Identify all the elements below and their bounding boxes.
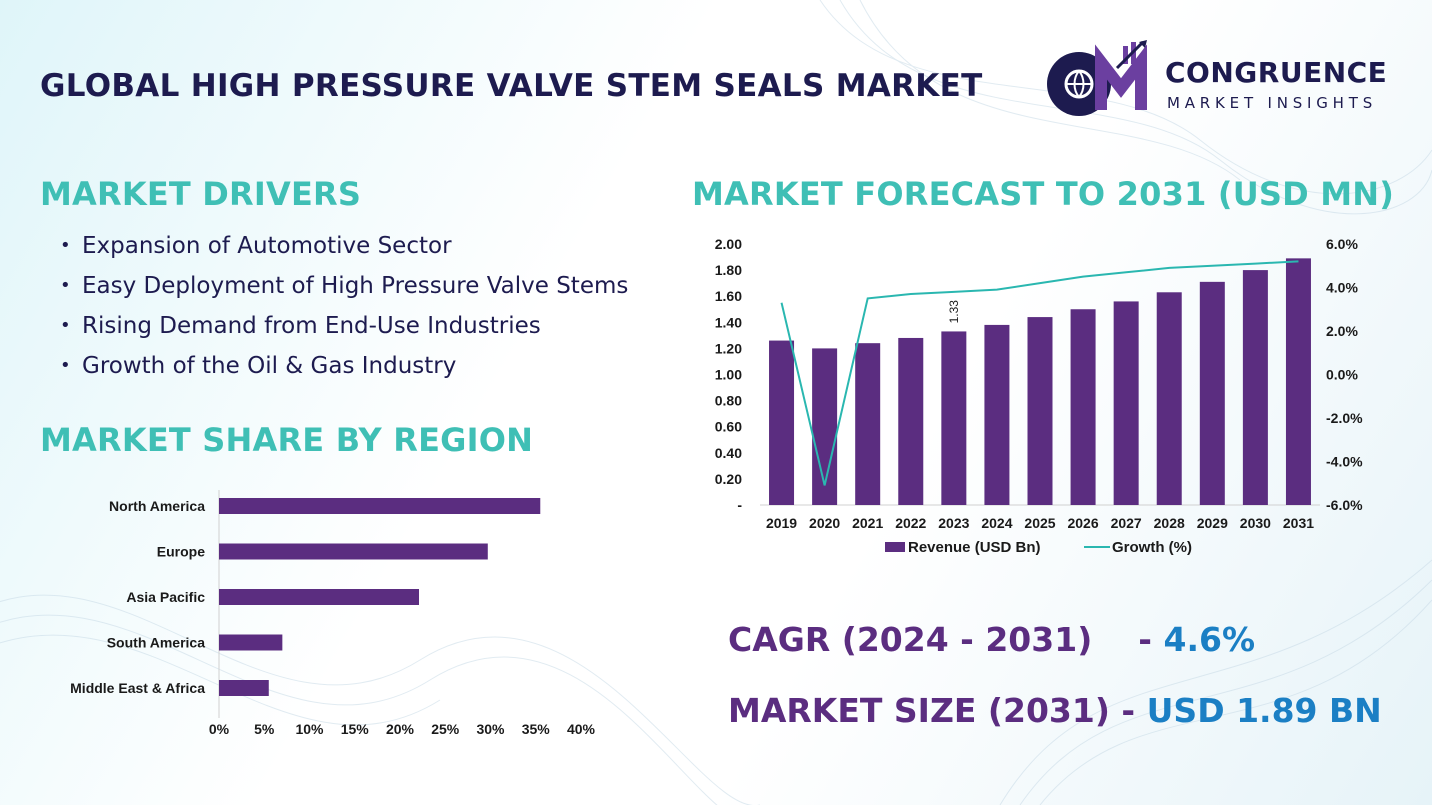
revenue-bar (1027, 317, 1053, 505)
x-tick-label: 2021 (852, 515, 883, 531)
y-tick-label: 0.20 (715, 471, 742, 487)
market-share-region-heading: MARKET SHARE BY REGION (40, 421, 534, 459)
x-tick-label: 10% (295, 721, 324, 737)
x-tick-label: 2027 (1111, 515, 1142, 531)
region-share-chart: North America Europe Asia Pacific South Ame… (70, 490, 596, 737)
y2-tick-label: -4.0% (1326, 454, 1363, 470)
x-tick-label: 15% (341, 721, 370, 737)
logo-tagline: MARKET INSIGHTS (1167, 94, 1378, 112)
driver-item: Rising Demand from End-Use Industries (60, 308, 628, 348)
x-tick-label: 2029 (1197, 515, 1228, 531)
x-tick-label: 40% (567, 721, 596, 737)
cagr-label: CAGR (2024 - 2031) (728, 620, 1093, 659)
revenue-bar (941, 331, 967, 505)
driver-item: Expansion of Automotive Sector (60, 228, 628, 268)
legend-revenue-swatch (885, 542, 905, 552)
y-tick-label: 0.80 (715, 393, 742, 409)
forecast-chart: 2019 2020 2021 2022 2023 2024 2025 2026 2027 2028… (715, 236, 1363, 556)
region-category-label: South America (107, 635, 205, 651)
x-tick-label: 2024 (981, 515, 1012, 531)
revenue-bar (1199, 281, 1225, 505)
x-tick-label: 2026 (1067, 515, 1098, 531)
region-bar (219, 589, 420, 605)
y-tick-label: - (737, 497, 742, 513)
y2-tick-label: 4.0% (1326, 280, 1358, 296)
revenue-bar (855, 343, 881, 505)
market-size-kpi: MARKET SIZE (2031) - USD 1.89 BN (728, 691, 1382, 730)
revenue-bar (1242, 270, 1268, 505)
logo-wordmark: CONGRUENCE (1165, 56, 1388, 89)
revenue-bar (984, 324, 1010, 505)
revenue-bar (1285, 258, 1311, 505)
revenue-bar (1070, 309, 1096, 505)
y-tick-label: 1.60 (715, 288, 742, 304)
data-label: 1.33 (947, 300, 961, 324)
y2-tick-label: 6.0% (1326, 236, 1358, 252)
x-tick-label: 2028 (1154, 515, 1185, 531)
legend-revenue-label: Revenue (USD Bn) (908, 539, 1041, 556)
y-tick-label: 1.00 (715, 367, 742, 383)
market-size-label: MARKET SIZE (2031) (728, 691, 1110, 730)
revenue-bar (769, 340, 795, 505)
y-tick-label: 0.60 (715, 419, 742, 435)
y2-tick-label: 2.0% (1326, 323, 1358, 339)
region-category-label: Middle East & Africa (70, 680, 205, 696)
region-category-label: North America (109, 498, 205, 514)
market-size-dash: - (1121, 691, 1136, 730)
cagr-dash: - (1138, 620, 1152, 659)
y-tick-label: 1.40 (715, 314, 742, 330)
y2-tick-label: -2.0% (1326, 410, 1363, 426)
x-tick-label: 2019 (766, 515, 797, 531)
x-tick-label: 25% (431, 721, 460, 737)
x-tick-label: 2030 (1240, 515, 1271, 531)
y-tick-label: 1.80 (715, 262, 742, 278)
market-forecast-heading: MARKET FORECAST TO 2031 (USD MN) (692, 175, 1395, 213)
x-tick-label: 5% (254, 721, 275, 737)
drivers-list: Expansion of Automotive Sector Easy Depl… (60, 228, 628, 388)
revenue-bar (1113, 301, 1139, 505)
region-category-label: Europe (157, 544, 205, 560)
revenue-bar (1156, 292, 1182, 505)
x-tick-label: 2023 (938, 515, 969, 531)
y-tick-label: 0.40 (715, 445, 742, 461)
x-tick-label: 2025 (1024, 515, 1055, 531)
market-size-value: USD 1.89 BN (1146, 691, 1382, 730)
region-bar (219, 680, 269, 696)
cagr-value: 4.6% (1163, 620, 1256, 659)
x-tick-label: 20% (386, 721, 415, 737)
y-tick-label: 2.00 (715, 236, 742, 252)
y2-tick-label: -6.0% (1326, 497, 1363, 513)
company-logo: CONGRUENCE MARKET INSIGHTS (1043, 40, 1403, 120)
x-tick-label: 0% (209, 721, 230, 737)
x-tick-label: 30% (476, 721, 505, 737)
revenue-bar (812, 348, 838, 505)
legend-growth-label: Growth (%) (1112, 539, 1192, 556)
page-title: GLOBAL HIGH PRESSURE VALVE STEM SEALS MA… (40, 68, 983, 104)
y-tick-label: 1.20 (715, 340, 742, 356)
driver-item: Growth of the Oil & Gas Industry (60, 348, 628, 388)
x-tick-label: 2022 (895, 515, 926, 531)
driver-item: Easy Deployment of High Pressure Valve S… (60, 268, 628, 308)
region-bar (219, 543, 488, 560)
growth-line (780, 260, 1299, 486)
revenue-bar (898, 337, 924, 505)
region-category-label: Asia Pacific (126, 589, 205, 605)
region-bar (219, 498, 541, 514)
cmi-logo-icon (1047, 40, 1147, 116)
region-bar (219, 634, 283, 651)
y2-tick-label: 0.0% (1326, 367, 1358, 383)
x-tick-label: 2020 (809, 515, 840, 531)
x-tick-label: 2031 (1283, 515, 1314, 531)
market-drivers-heading: MARKET DRIVERS (40, 175, 362, 213)
cagr-kpi: CAGR (2024 - 2031) - 4.6% (728, 620, 1255, 659)
x-tick-label: 35% (522, 721, 551, 737)
